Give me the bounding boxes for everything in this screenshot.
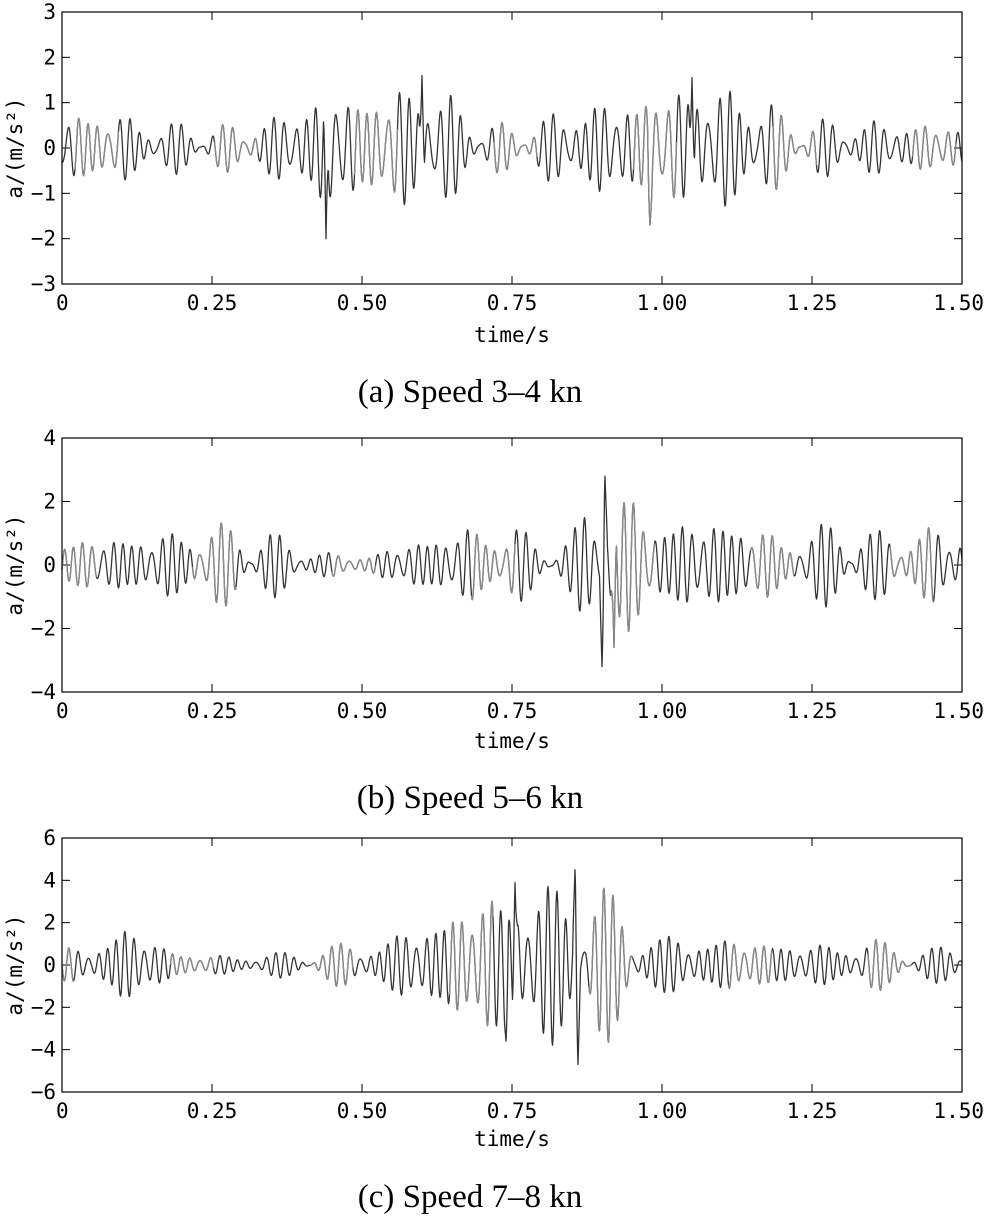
panel-c-signal-line-light	[61, 887, 912, 1043]
panel-c-caption: (c) Speed 7–8 kn	[358, 1179, 583, 1215]
panel-a-xtick-label: 1.00	[637, 291, 688, 315]
panel-b-xtick-label: 1.25	[787, 699, 838, 723]
panel-a: 0 0.25 0.50 0.75 1.00 1.25 1.50 −3 −2 −1 0 1 2 3 tim…	[3, 0, 984, 410]
panel-a-signal-line-light	[74, 105, 957, 226]
panel-a-xtick-label: 0	[56, 291, 69, 315]
panel-b: 0 0.25 0.50 0.75 1.00 1.25 1.50 −4 −2 0 2 4 time/s…	[3, 426, 984, 816]
panel-b-xtick-label: 0	[56, 699, 69, 723]
panel-a-xtick-label: 0.75	[487, 291, 538, 315]
panel-a-xtick-label: 0.50	[337, 291, 388, 315]
panel-a-ytick-label: −2	[31, 227, 56, 251]
panel-b-xtick-label: 0.50	[337, 699, 388, 723]
panel-a-ytick-label: 0	[43, 136, 56, 160]
panel-c-xtick-label: 0.50	[337, 1099, 388, 1123]
panel-b-xlabel: time/s	[474, 729, 550, 753]
panel-c: 0 0.25 0.50 0.75 1.00 1.25 1.50 −6 −4 −2 0 2 4 6 tim…	[3, 826, 984, 1215]
panel-a-ytick-label: 2	[43, 45, 56, 69]
panel-c-ytick-label: 0	[43, 953, 56, 977]
panel-a-signal-line	[61, 74, 963, 240]
panel-b-ytick-label: −4	[31, 680, 56, 704]
panel-c-ytick-label: 6	[43, 826, 56, 850]
panel-a-xlabel: time/s	[474, 323, 550, 347]
panel-c-xtick-label: 1.25	[787, 1099, 838, 1123]
panel-a-ytick-labels: −3 −2 −1 0 1 2 3	[31, 0, 56, 296]
panel-c-xlabel: time/s	[474, 1127, 550, 1151]
panel-c-xtick-label: 1.00	[637, 1099, 688, 1123]
panel-a-plot-frame	[61, 11, 963, 285]
panel-b-xtick-label: 1.00	[637, 699, 688, 723]
panel-c-xtick-label: 1.50	[933, 1099, 984, 1123]
panel-c-xtick-label: 0.75	[487, 1099, 538, 1123]
panel-c-ytick-label: −2	[31, 995, 56, 1019]
panel-a-ytick-label: −1	[31, 181, 56, 205]
panel-c-ytick-labels: −6 −4 −2 0 2 4 6	[31, 826, 56, 1104]
panel-b-ytick-label: 2	[43, 490, 56, 514]
panel-a-ytick-label: −3	[31, 272, 56, 296]
panel-c-ytick-label: 4	[43, 868, 56, 892]
panel-b-ytick-label: 4	[43, 426, 56, 450]
panel-b-xtick-label: 0.75	[487, 699, 538, 723]
panel-b-xtick-label: 0.25	[187, 699, 238, 723]
panel-b-signal-line-light	[61, 501, 935, 649]
panel-a-ticks	[61, 11, 963, 285]
panel-c-xtick-label: 0	[56, 1099, 69, 1123]
panel-b-ytick-label: 0	[43, 553, 56, 577]
panel-b-plot-frame	[61, 437, 963, 693]
panel-b-xtick-labels: 0 0.25 0.50 0.75 1.00 1.25 1.50	[56, 699, 984, 723]
panel-c-ytick-label: −4	[31, 1038, 56, 1062]
panel-a-xtick-label: 0.25	[187, 291, 238, 315]
panel-c-ytick-label: 2	[43, 911, 56, 935]
panel-b-signal-line	[61, 475, 963, 668]
panel-b-ytick-labels: −4 −2 0 2 4	[31, 426, 56, 704]
panel-a-xtick-label: 1.25	[787, 291, 838, 315]
panel-b-xtick-label: 1.50	[933, 699, 984, 723]
panel-b-ytick-label: −2	[31, 617, 56, 641]
panel-b-caption: (b) Speed 5–6 kn	[357, 780, 583, 816]
panel-c-plot-frame	[61, 837, 963, 1093]
panel-a-xtick-label: 1.50	[933, 291, 984, 315]
panel-c-xtick-label: 0.25	[187, 1099, 238, 1123]
panel-c-ylabel: a/(m/s²)	[3, 914, 27, 1015]
panel-b-ylabel: a/(m/s²)	[3, 514, 27, 615]
panel-a-ytick-label: 1	[43, 91, 56, 115]
panel-a-ylabel: a/(m/s²)	[3, 97, 27, 198]
panel-a-ytick-label: 3	[43, 0, 56, 24]
panel-c-xtick-labels: 0 0.25 0.50 0.75 1.00 1.25 1.50	[56, 1099, 984, 1123]
panel-a-caption: (a) Speed 3–4 kn	[358, 374, 583, 410]
panel-a-xtick-labels: 0 0.25 0.50 0.75 1.00 1.25 1.50	[56, 291, 984, 315]
panel-c-ytick-label: −6	[31, 1080, 56, 1104]
